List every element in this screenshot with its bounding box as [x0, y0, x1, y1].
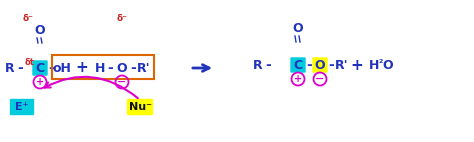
Text: R': R' [137, 61, 151, 75]
Text: H: H [95, 61, 105, 75]
Text: C: C [293, 59, 302, 72]
Text: Nu⁻: Nu⁻ [128, 102, 152, 112]
Text: δ⁻: δ⁻ [23, 13, 34, 22]
Text: +: + [76, 59, 88, 75]
FancyBboxPatch shape [10, 100, 34, 114]
Text: -: - [48, 61, 54, 75]
FancyBboxPatch shape [291, 58, 305, 72]
Text: ₂: ₂ [379, 55, 383, 65]
Text: -: - [130, 61, 136, 75]
FancyArrowPatch shape [45, 77, 138, 98]
Text: -: - [107, 61, 113, 75]
Text: +: + [294, 74, 302, 84]
Text: oH: oH [53, 61, 72, 75]
Text: −: − [315, 74, 325, 84]
Text: -: - [17, 61, 23, 75]
Text: -: - [265, 58, 271, 72]
FancyBboxPatch shape [33, 61, 47, 75]
Text: O: O [315, 59, 325, 72]
Text: O: O [383, 59, 393, 72]
FancyBboxPatch shape [128, 100, 153, 114]
Text: R': R' [335, 59, 349, 72]
Text: δt: δt [25, 58, 35, 66]
Text: E⁺: E⁺ [15, 102, 29, 112]
Text: R: R [253, 59, 263, 72]
Text: O: O [292, 21, 303, 35]
Text: O: O [35, 23, 46, 36]
Text: −: − [117, 77, 127, 87]
Text: -: - [328, 58, 334, 72]
Text: H: H [369, 59, 379, 72]
Text: C: C [36, 61, 45, 75]
Text: -: - [306, 58, 312, 72]
Text: O: O [117, 61, 128, 75]
Text: R: R [5, 61, 15, 75]
Text: +: + [36, 77, 44, 87]
FancyBboxPatch shape [313, 58, 327, 72]
Text: +: + [351, 58, 364, 73]
Text: δ⁻: δ⁻ [117, 13, 128, 22]
